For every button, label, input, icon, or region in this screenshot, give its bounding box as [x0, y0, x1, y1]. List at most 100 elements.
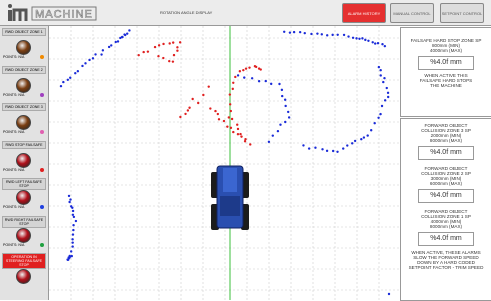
- scan-point: [314, 147, 316, 149]
- manual-control-button[interactable]: MANUAL CONTROL: [390, 3, 434, 23]
- scan-point: [162, 43, 164, 45]
- scan-point: [380, 74, 382, 76]
- scan-point: [117, 40, 119, 42]
- zone-title: FORWARD OBJECT COLLISION ZONE 2 SP: [401, 166, 491, 176]
- scan-point: [72, 210, 74, 212]
- failsafe-input[interactable]: %4.0f mm: [418, 56, 474, 70]
- scan-point: [197, 102, 199, 104]
- scan-point: [71, 245, 73, 247]
- scan-point: [361, 37, 363, 39]
- scan-point: [209, 107, 211, 109]
- scan-point: [234, 76, 236, 78]
- failsafe-panel: FAILSAFE HARD STOP ZONE SP 800mm (MIN) 4…: [400, 27, 491, 117]
- scan-point: [236, 124, 238, 126]
- scan-point: [377, 117, 379, 119]
- scan-point: [277, 130, 279, 132]
- scan-point: [138, 54, 140, 56]
- indicator-light: [16, 115, 31, 130]
- scan-point: [223, 120, 225, 122]
- scan-point: [92, 57, 94, 59]
- scan-point: [142, 51, 144, 53]
- scan-point: [384, 45, 386, 47]
- scan-point: [355, 37, 357, 39]
- scan-point: [347, 35, 349, 37]
- zone-input[interactable]: %4.0f mm: [418, 189, 474, 203]
- points-dot: [40, 130, 44, 134]
- scan-point: [374, 42, 376, 44]
- zone-title: FORWARD OBJECT COLLISION ZONE 3 SP: [401, 123, 491, 133]
- zone-max: 6000mm (MAX): [401, 181, 491, 186]
- scan-point: [289, 31, 291, 33]
- points-label: POINTS: N/A: [3, 93, 24, 97]
- scan-point: [239, 70, 241, 72]
- scan-point: [154, 46, 156, 48]
- scan-point: [321, 148, 323, 150]
- scan-point: [187, 109, 189, 111]
- scan-point: [358, 38, 360, 40]
- scan-point: [240, 135, 242, 137]
- scan-point: [94, 53, 96, 55]
- scan-point: [388, 293, 390, 295]
- zone-input[interactable]: %4.0f mm: [418, 146, 474, 160]
- scan-point: [100, 53, 102, 55]
- scan-point: [67, 258, 69, 260]
- scan-point: [217, 113, 219, 115]
- scan-point: [73, 216, 75, 218]
- scan-point: [310, 33, 312, 35]
- scan-point: [366, 134, 368, 136]
- points-label: POINTS: N/A: [3, 55, 24, 59]
- scan-point: [172, 60, 174, 62]
- scan-point: [237, 74, 239, 76]
- failsafe-max: 4000mm (MAX): [401, 48, 491, 53]
- scan-point: [208, 85, 210, 87]
- scan-point: [179, 116, 181, 118]
- scan-point: [354, 140, 356, 142]
- scan-point: [248, 66, 250, 68]
- scan-point: [202, 94, 204, 96]
- indicator-label: RWD OBJECT ZONE 3: [2, 103, 46, 111]
- points-label: POINTS: N/A: [3, 168, 24, 172]
- scan-point: [60, 85, 62, 87]
- scan-point: [84, 62, 86, 64]
- scan-point: [379, 113, 381, 115]
- zone-input[interactable]: %4.0f mm: [418, 232, 474, 246]
- scan-point: [232, 82, 234, 84]
- center-text: ROTATION ANGLE DISPLAY: [160, 10, 212, 15]
- scan-point: [377, 42, 379, 44]
- scan-point: [245, 67, 247, 69]
- points-dot: [40, 205, 44, 209]
- scan-point: [168, 60, 170, 62]
- scan-point: [232, 88, 234, 90]
- setpoint-control-button[interactable]: SETPOINT CONTROL: [440, 3, 484, 23]
- scan-point: [384, 99, 386, 101]
- scan-point: [72, 233, 74, 235]
- scan-point: [88, 59, 90, 61]
- indicator-light: [16, 190, 31, 205]
- scan-point: [379, 69, 381, 71]
- scan-point: [381, 43, 383, 45]
- scan-point: [316, 32, 318, 34]
- points-dot: [40, 93, 44, 97]
- scan-point: [69, 77, 71, 79]
- scan-point: [115, 41, 117, 43]
- indicator-label: RWD OBJECT ZONE 1: [2, 28, 46, 36]
- indicator-label: RWD RIGHT FAILSAFE STOP: [2, 216, 46, 228]
- scan-point: [387, 92, 389, 94]
- logo-text: MACHINE: [35, 9, 93, 21]
- scan-point: [279, 124, 281, 126]
- scan-point: [378, 66, 380, 68]
- scan-point: [283, 31, 285, 33]
- header: MACHINE ROTATION ANGLE DISPLAY ALARM HIS…: [0, 0, 491, 26]
- scan-point: [308, 147, 310, 149]
- scan-point: [173, 54, 175, 56]
- scan-point: [343, 34, 345, 36]
- scan-point: [360, 138, 362, 140]
- zone-max: 8000mm (MAX): [401, 138, 491, 143]
- alarm-history-button[interactable]: ALARM HISTORY: [342, 3, 386, 23]
- scan-point: [382, 81, 384, 83]
- scan-point: [108, 46, 110, 48]
- scan-point: [230, 110, 232, 112]
- points-label: POINTS: N/A: [3, 205, 24, 209]
- points-dot: [40, 168, 44, 172]
- scan-point: [121, 36, 123, 38]
